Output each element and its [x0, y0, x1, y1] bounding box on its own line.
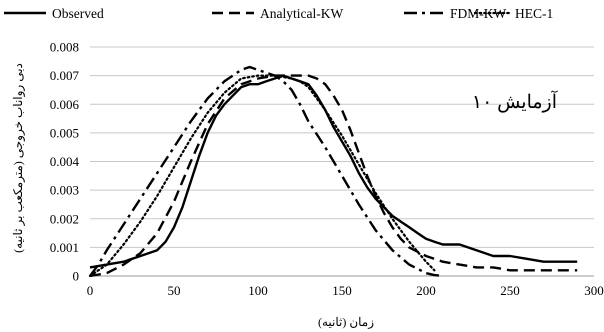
series-line-analytical-kw	[89, 74, 578, 278]
experiment-annotation: آزمایش ۱۰	[472, 90, 558, 113]
x-tick-label: 250	[500, 283, 520, 298]
gridlines	[90, 46, 594, 277]
x-tick-label: 300	[584, 283, 604, 298]
x-tick-label: 50	[168, 283, 181, 298]
y-tick-label: 0.003	[50, 183, 79, 198]
series-lines	[88, 65, 578, 278]
legend: Observed Analytical-KW FDM-KW HEC-1	[4, 6, 553, 21]
series-line-fdm-kw	[89, 65, 443, 278]
x-tick-labels: 0 50 100 150 200 250 300	[87, 283, 604, 298]
y-tick-label: 0.004	[50, 154, 80, 169]
y-tick-label: 0	[73, 269, 80, 284]
x-tick-label: 200	[416, 283, 436, 298]
legend-label: Observed	[52, 6, 104, 21]
y-tick-labels: 0 0.001 0.002 0.003 0.004 0.005 0.006 0.007 0.00…	[50, 40, 80, 284]
x-tick-label: 150	[332, 283, 352, 298]
y-tick-label: 0.001	[50, 240, 79, 255]
x-tick-label: 0	[87, 283, 94, 298]
legend-label: Analytical-KW	[260, 6, 343, 21]
y-axis-title: دبی رواناب خروجی (مترمکعب بر ثانیه)	[11, 63, 25, 253]
legend-label: FDM-KW	[450, 6, 507, 21]
y-tick-label: 0.007	[50, 68, 80, 83]
x-axis-title: زمان (ثانیه)	[318, 315, 374, 329]
x-tick-label: 100	[248, 283, 268, 298]
y-tick-label: 0.008	[50, 40, 79, 55]
legend-label: HEC-1	[515, 6, 553, 21]
y-tick-label: 0.006	[50, 97, 80, 112]
y-tick-label: 0.002	[50, 211, 79, 226]
series-line-hec-1	[88, 74, 436, 278]
y-tick-label: 0.005	[50, 125, 79, 140]
